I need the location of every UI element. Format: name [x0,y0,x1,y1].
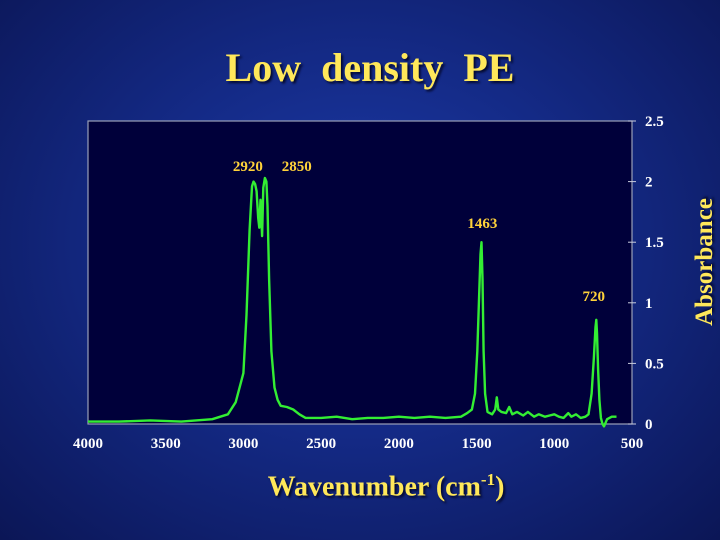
y-tick-label: 2.5 [645,114,664,130]
y-axis: 0 0.5 1 1.5 2 2.5 [628,114,664,433]
x-axis-label-text: Wavenumber (cm [267,471,481,503]
y-tick-label: 0.5 [645,356,664,372]
x-tick-label: 3500 [151,436,181,452]
y-axis-label: Absorbance [691,198,718,326]
x-tick-label: 500 [621,436,644,452]
x-axis-label-superscript: -1 [480,470,496,489]
x-tick-label: 2000 [384,436,414,452]
x-tick-label: 4000 [73,436,103,452]
x-tick-label: 1500 [462,436,492,452]
x-axis-label: Wavenumber (cm-1) [196,470,576,503]
chart-title: Low density PE [225,45,515,90]
peak-label: 2850 [282,159,312,175]
peak-label: 2920 [233,159,263,175]
x-tick-label: 1000 [539,436,569,452]
x-tick-label: 3000 [228,436,258,452]
plot-area [87,120,633,425]
y-tick-label: 1 [645,296,653,312]
peak-label: 1463 [467,216,497,232]
x-axis: 4000 3500 3000 2500 2000 1500 1000 500 [73,436,643,452]
y-tick-label: 2 [645,175,653,191]
y-tick-label: 0 [645,417,653,433]
spectrum-line [88,176,617,428]
x-tick-label: 2500 [306,436,336,452]
peak-annotations: 2920 2850 1463 720 [233,159,605,305]
y-tick-label: 1.5 [645,235,664,251]
peak-label: 720 [583,289,606,305]
x-axis-label-close: ) [495,471,505,503]
